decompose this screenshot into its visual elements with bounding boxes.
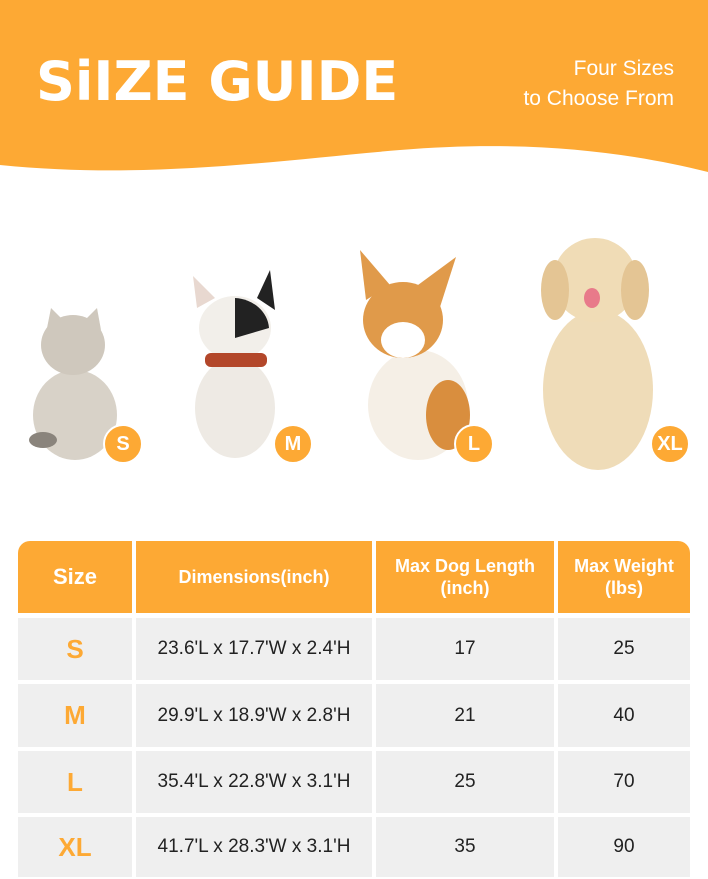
table-cell: 90: [558, 817, 690, 877]
size-label: M: [18, 684, 132, 747]
size-label: XL: [18, 817, 132, 877]
size-badge-xl: XL: [650, 424, 690, 464]
table-header-cell: Max Weight (lbs): [558, 541, 690, 613]
table-cell: 41.7'L x 28.3'W x 3.1'H: [136, 817, 372, 877]
french-bulldog-image: [193, 270, 275, 458]
table-cell: 17: [376, 618, 554, 680]
table-cell: 25: [376, 751, 554, 813]
header-banner: [0, 0, 708, 172]
size-badge-s: S: [103, 424, 143, 464]
size-label: S: [18, 618, 132, 680]
golden-retriever-image: [541, 238, 653, 470]
subtitle-line-1: Four Sizes: [573, 57, 674, 80]
size-label: L: [18, 751, 132, 813]
size-badge-l: L: [454, 424, 494, 464]
table-cell: 40: [558, 684, 690, 747]
table-cell: 23.6'L x 17.7'W x 2.4'H: [136, 618, 372, 680]
subtitle-line-2: to Choose From: [523, 87, 674, 110]
page-title: SiIZE GUIDE: [36, 50, 399, 113]
table-header-cell: Dimensions(inch): [136, 541, 372, 613]
table-cell: 25: [558, 618, 690, 680]
table-cell: 35: [376, 817, 554, 877]
subtitle: Four Sizes to Choose From: [523, 54, 674, 114]
table-cell: 21: [376, 684, 554, 747]
table-header-cell: Max Dog Length (inch): [376, 541, 554, 613]
table-cell: 70: [558, 751, 690, 813]
table-cell: 29.9'L x 18.9'W x 2.8'H: [136, 684, 372, 747]
size-badge-m: M: [273, 424, 313, 464]
table-cell: 35.4'L x 22.8'W x 3.1'H: [136, 751, 372, 813]
cat-image: [29, 308, 117, 460]
table-header-cell: Size: [18, 541, 132, 613]
